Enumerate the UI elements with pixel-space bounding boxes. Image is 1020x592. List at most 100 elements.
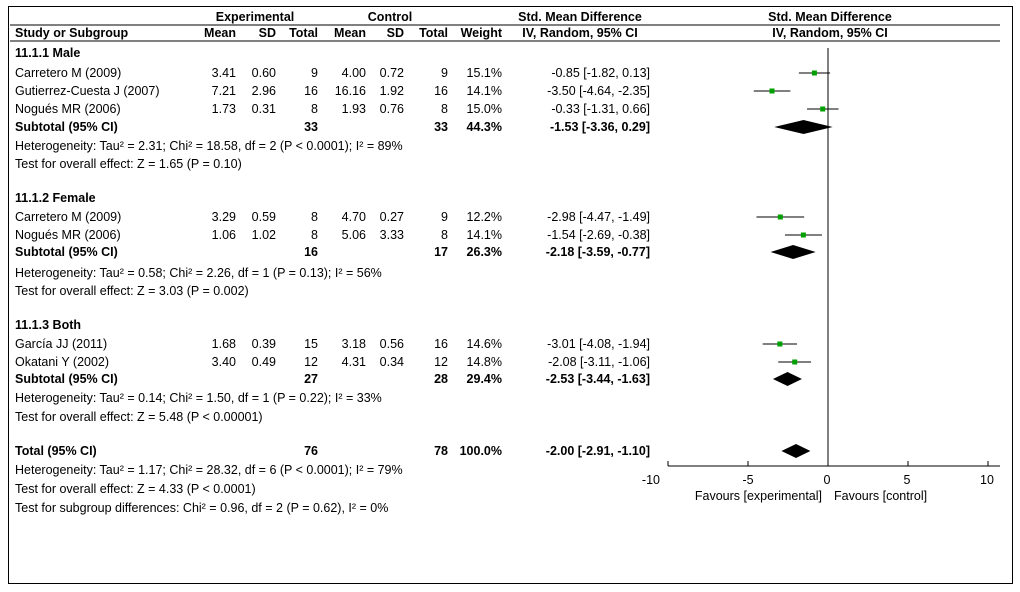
group-title-male: 11.1.1 Male	[15, 46, 81, 60]
study-name: Carretero M (2009)	[15, 66, 122, 80]
x-tick-label: 0	[823, 473, 831, 487]
total-weight: 100.0%	[459, 444, 502, 458]
ci: -2.08 [-3.11, -1.06]	[548, 355, 650, 369]
ci: -3.50 [-4.64, -2.35]	[547, 84, 650, 98]
study-marker	[777, 214, 783, 220]
ci: -0.85 [-1.82, 0.13]	[551, 66, 650, 80]
experimental-header: Experimental	[215, 10, 295, 24]
study-name: Carretero M (2009)	[15, 210, 122, 224]
c-mean: 5.06	[341, 228, 366, 242]
e-total: 8	[311, 210, 318, 224]
subtotal-label: Subtotal (95% CI)	[15, 120, 118, 134]
weight: 14.8%	[466, 355, 502, 369]
c-mean: 16.16	[334, 84, 366, 98]
method-header: IV, Random, 95% CI	[522, 26, 638, 40]
group-title-female: 11.1.2 Female	[15, 191, 96, 205]
figure-frame	[8, 6, 1013, 584]
e-sd: 0.49	[251, 355, 276, 369]
subgroup-differences-text: Test for subgroup differences: Chi² = 0.…	[15, 501, 389, 515]
x-tick-label: -5	[742, 473, 754, 487]
ci: -1.54 [-2.69, -0.38]	[547, 228, 650, 242]
e-total: 9	[311, 66, 318, 80]
summary-diamond	[770, 245, 816, 259]
plot-method-header: IV, Random, 95% CI	[772, 26, 888, 40]
subtotal-label: Subtotal (95% CI)	[15, 245, 118, 259]
c-mean: 4.70	[341, 210, 366, 224]
subtotal-weight: 29.4%	[466, 372, 502, 386]
c-sd: 3.33	[379, 228, 404, 242]
study-marker	[811, 70, 817, 76]
e-sd: 0.60	[251, 66, 276, 80]
overall-effect-text: Test for overall effect: Z = 5.48 (P < 0…	[15, 410, 263, 424]
c-mean: 1.93	[341, 102, 366, 116]
weight: 14.6%	[466, 337, 502, 351]
weight: 14.1%	[466, 84, 502, 98]
c-sd: 0.56	[379, 337, 404, 351]
study-name: Nogués MR (2006)	[15, 102, 121, 116]
favours-control-label: Favours [control]	[834, 489, 928, 503]
e-mean: 3.29	[211, 210, 236, 224]
weight: 14.1%	[466, 228, 502, 242]
e-mean: 1.68	[211, 337, 236, 351]
study-marker	[792, 359, 798, 365]
study-marker	[800, 232, 806, 238]
c-mean-header: Mean	[334, 26, 366, 40]
study-marker	[820, 106, 826, 112]
total-ci: -2.00 [-2.91, -1.10]	[545, 444, 650, 458]
subtotal-e-total: 27	[304, 372, 318, 386]
study-marker	[769, 88, 775, 94]
study-name: Okatani Y (2002)	[15, 355, 110, 369]
subtotal-label: Subtotal (95% CI)	[15, 372, 118, 386]
e-total: 12	[304, 355, 318, 369]
e-total: 15	[304, 337, 318, 351]
heterogeneity-text: Heterogeneity: Tau² = 0.14; Chi² = 1.50,…	[15, 391, 382, 405]
ci: -0.33 [-1.31, 0.66]	[551, 102, 650, 116]
smd-header: Std. Mean Difference	[518, 10, 642, 24]
e-mean: 3.40	[211, 355, 236, 369]
heterogeneity-text: Heterogeneity: Tau² = 0.58; Chi² = 2.26,…	[15, 266, 382, 280]
study-name: García JJ (2011)	[15, 337, 108, 351]
favours-experimental-label: Favours [experimental]	[694, 489, 822, 503]
e-sd-header: SD	[258, 26, 276, 40]
subtotal-c-total: 28	[434, 372, 448, 386]
study-name: Nogués MR (2006)	[15, 228, 121, 242]
e-mean: 3.41	[211, 66, 236, 80]
weight: 15.1%	[466, 66, 502, 80]
c-total: 8	[441, 228, 448, 242]
e-sd: 1.02	[251, 228, 276, 242]
overall-effect-text: Test for overall effect: Z = 1.65 (P = 0…	[15, 157, 242, 171]
c-sd: 0.34	[379, 355, 404, 369]
c-sd: 1.92	[379, 84, 404, 98]
x-tick-label: -10	[641, 473, 660, 487]
subtotal-e-total: 16	[304, 245, 318, 259]
subtotal-c-total: 17	[434, 245, 448, 259]
control-header: Control	[367, 10, 413, 24]
group-title-both: 11.1.3 Both	[15, 318, 81, 332]
e-sd: 0.59	[251, 210, 276, 224]
summary-diamond	[772, 372, 802, 386]
e-sd: 2.96	[251, 84, 276, 98]
c-total-header: Total	[419, 26, 448, 40]
c-mean: 4.31	[341, 355, 366, 369]
subtotal-weight: 26.3%	[466, 245, 502, 259]
subtotal-c-total: 33	[434, 120, 448, 134]
c-total: 16	[434, 84, 448, 98]
e-mean: 7.21	[211, 84, 236, 98]
e-sd: 0.31	[251, 102, 276, 116]
summary-diamond	[781, 444, 811, 458]
c-total: 9	[441, 66, 448, 80]
c-total: 16	[434, 337, 448, 351]
c-total: 8	[441, 102, 448, 116]
subtotal-e-total: 33	[304, 120, 318, 134]
e-sd: 0.39	[251, 337, 276, 351]
study-marker	[777, 341, 783, 347]
ci: -3.01 [-4.08, -1.94]	[547, 337, 650, 351]
total-c-total: 78	[434, 444, 448, 458]
subtotal-ci: -2.18 [-3.59, -0.77]	[545, 245, 650, 259]
total-heterogeneity-text: Heterogeneity: Tau² = 1.17; Chi² = 28.32…	[15, 463, 403, 477]
e-total: 8	[311, 102, 318, 116]
study-name: Gutierrez-Cuesta J (2007)	[15, 84, 160, 98]
c-total: 9	[441, 210, 448, 224]
smd-plot-header: Std. Mean Difference	[768, 10, 892, 24]
